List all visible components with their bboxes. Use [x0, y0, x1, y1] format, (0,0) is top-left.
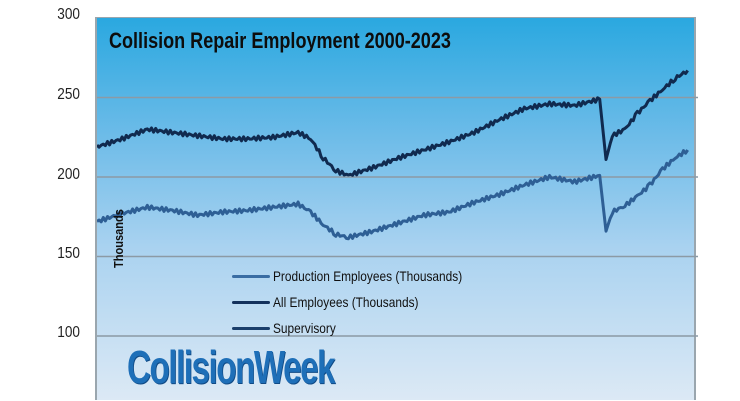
y-tick-200: 200 — [57, 166, 80, 183]
legend-label-supervisory: Supervisory — [273, 320, 336, 336]
y-axis-label: Thousands — [111, 209, 126, 268]
y-tick-150: 150 — [57, 245, 80, 262]
legend-swatch-production — [232, 274, 270, 278]
legend-label-production: Production Employees (Thousands) — [273, 268, 463, 284]
y-tick-100: 100 — [57, 324, 80, 341]
legend-swatch-all-employees — [232, 300, 270, 304]
legend: Production Employees (Thousands) All Emp… — [232, 263, 496, 341]
legend-item-all-employees: All Employees (Thousands) — [232, 289, 496, 315]
collisionweek-logo: CollisionWeek — [127, 341, 335, 393]
chart-lines — [97, 69, 698, 337]
y-tick-250: 250 — [57, 86, 80, 103]
y-tick-300: 300 — [57, 6, 80, 23]
legend-label-all-employees: All Employees (Thousands) — [273, 294, 419, 310]
legend-item-production: Production Employees (Thousands) — [232, 263, 496, 289]
series-all-employees-line — [97, 69, 689, 177]
legend-swatch-supervisory — [232, 326, 270, 330]
plot-area: Collision Repair Employment 2000-2023 Th… — [95, 17, 698, 400]
chart-title: Collision Repair Employment 2000-2023 — [109, 28, 451, 53]
series-production-line — [97, 149, 689, 241]
legend-item-supervisory: Supervisory — [232, 315, 496, 341]
